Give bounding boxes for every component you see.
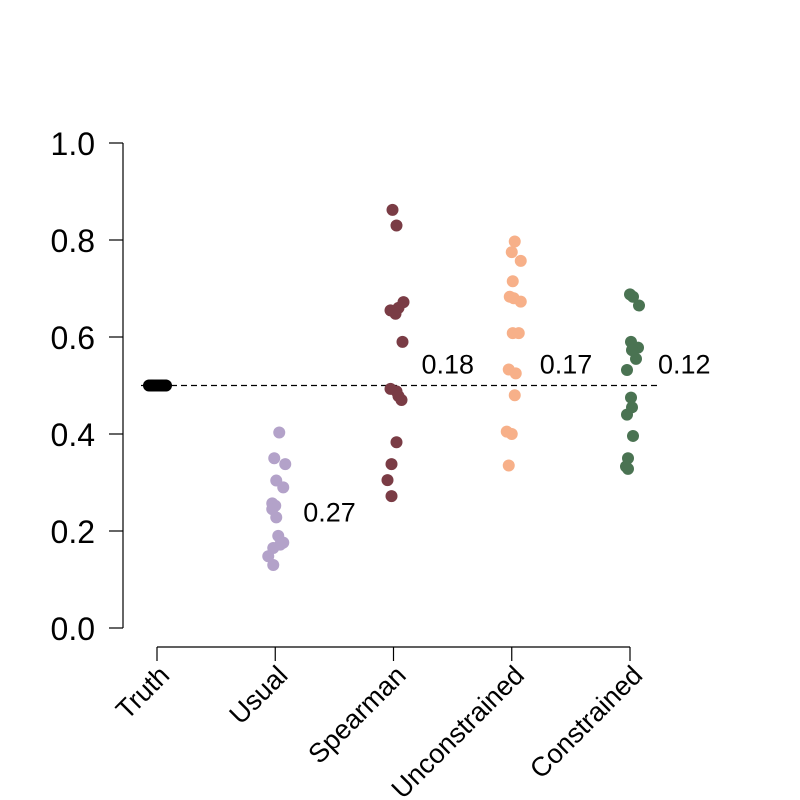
- x-tick-label-spearman: Spearman: [302, 660, 411, 769]
- y-tick-label: 0.8: [51, 223, 95, 259]
- series-usual: [262, 426, 292, 571]
- y-tick-label: 0.2: [51, 514, 95, 550]
- annotation-unconstrained: 0.17: [540, 350, 593, 380]
- data-point: [505, 428, 518, 440]
- data-point: [514, 254, 527, 267]
- data-point: [506, 275, 519, 288]
- series-unconstrained: [500, 235, 527, 472]
- data-point: [396, 335, 409, 348]
- data-point: [630, 352, 642, 365]
- data-point: [385, 490, 398, 503]
- data-point: [270, 511, 283, 524]
- annotation-constrained: 0.12: [658, 350, 711, 380]
- data-point: [386, 203, 399, 216]
- data-point: [633, 299, 645, 312]
- data-point: [279, 458, 292, 471]
- data-point: [625, 391, 637, 404]
- data-point: [514, 295, 527, 308]
- data-point: [505, 246, 518, 259]
- data-point: [508, 389, 521, 402]
- data-point: [512, 327, 525, 340]
- data-point: [273, 426, 286, 439]
- y-axis: 0.0 0.2 0.4 0.6 0.8 1.0: [51, 126, 124, 647]
- points-layer: [143, 203, 645, 571]
- y-tick-label: 0.0: [51, 611, 95, 647]
- annotation-spearman: 0.18: [422, 350, 475, 380]
- x-tick-label-truth: Truth: [110, 660, 175, 725]
- data-point: [381, 474, 394, 487]
- data-point: [146, 379, 158, 392]
- data-point: [277, 481, 290, 494]
- data-point: [621, 408, 633, 421]
- y-tick-label: 1.0: [51, 126, 95, 162]
- data-point: [268, 452, 281, 465]
- y-tick-label: 0.6: [51, 320, 95, 356]
- x-axis: Truth Usual SpearmanUnconstrainedConstrain…: [110, 646, 648, 800]
- data-point: [627, 290, 639, 303]
- x-tick-label-usual: Usual: [223, 660, 293, 730]
- data-point: [395, 394, 408, 407]
- y-tick-label: 0.4: [51, 417, 95, 453]
- data-point: [509, 367, 522, 380]
- series-spearman: [381, 203, 410, 503]
- data-point: [390, 436, 403, 449]
- x-tick-label-constrained: Constrained: [524, 660, 648, 784]
- series-truth: [143, 379, 172, 392]
- data-point: [390, 219, 403, 232]
- data-point: [267, 558, 280, 571]
- data-point: [508, 235, 521, 248]
- data-point: [627, 429, 639, 442]
- data-point: [385, 458, 398, 471]
- data-point: [502, 459, 515, 472]
- data-point: [622, 462, 634, 475]
- data-point: [621, 363, 633, 376]
- data-point: [389, 307, 402, 320]
- annotation-usual: 0.27: [303, 498, 356, 528]
- data-point: [160, 379, 172, 392]
- series-constrained: [620, 288, 645, 475]
- data-point: [262, 550, 275, 563]
- annotation-layer: 0.27 0.18 0.17 0.12: [303, 350, 710, 528]
